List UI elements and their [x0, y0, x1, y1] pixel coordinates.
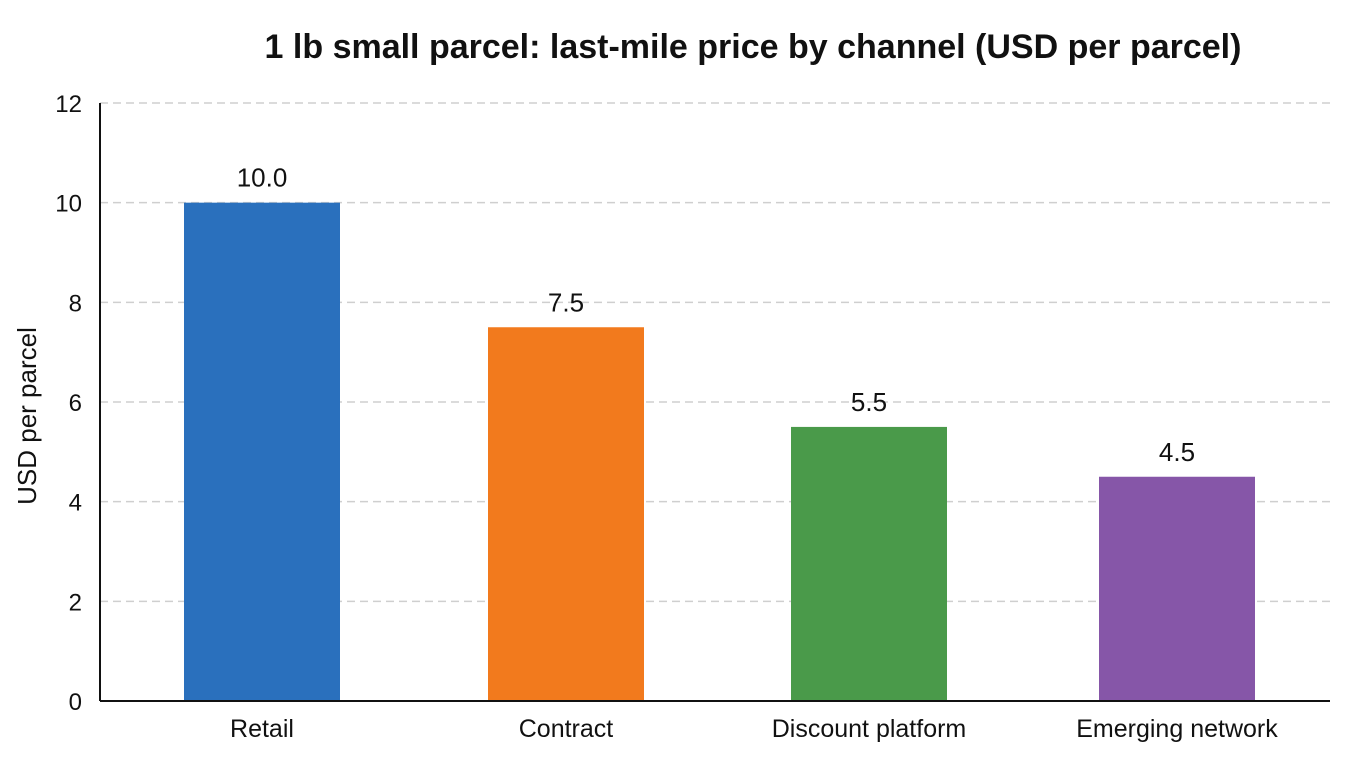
x-category-label: Contract — [519, 715, 614, 743]
axes — [99, 103, 1330, 702]
y-tick-label: 12 — [55, 91, 82, 118]
y-tick-label: 6 — [69, 390, 82, 417]
bar — [184, 202, 340, 701]
bar — [488, 327, 644, 701]
y-tick-label: 4 — [69, 490, 82, 517]
grid-lines — [100, 102, 1330, 603]
x-category-label: Retail — [230, 715, 294, 743]
bars — [184, 202, 1255, 701]
data-label: 4.5 — [1159, 437, 1195, 467]
x-category-label: Discount platform — [772, 715, 967, 743]
y-tick-label: 10 — [55, 191, 82, 218]
x-category-labels: Retail Contract Discount platform Emerging … — [230, 715, 1278, 743]
chart-title: 1 lb small parcel: last-mile price by ch… — [264, 28, 1242, 66]
y-tick-labels: 0 2 4 6 8 10 12 — [55, 91, 82, 716]
data-label: 10.0 — [237, 163, 288, 193]
y-tick-label: 0 — [69, 689, 82, 716]
data-labels: 10.0 7.5 5.5 4.5 — [237, 163, 1195, 467]
data-label: 7.5 — [548, 287, 584, 317]
y-tick-label: 2 — [69, 589, 82, 616]
bar — [1099, 476, 1255, 701]
bar — [791, 426, 947, 701]
data-label: 5.5 — [851, 387, 887, 417]
x-category-label: Emerging network — [1076, 715, 1278, 743]
y-tick-label: 8 — [69, 290, 82, 317]
y-axis-title: USD per parcel — [12, 327, 42, 505]
